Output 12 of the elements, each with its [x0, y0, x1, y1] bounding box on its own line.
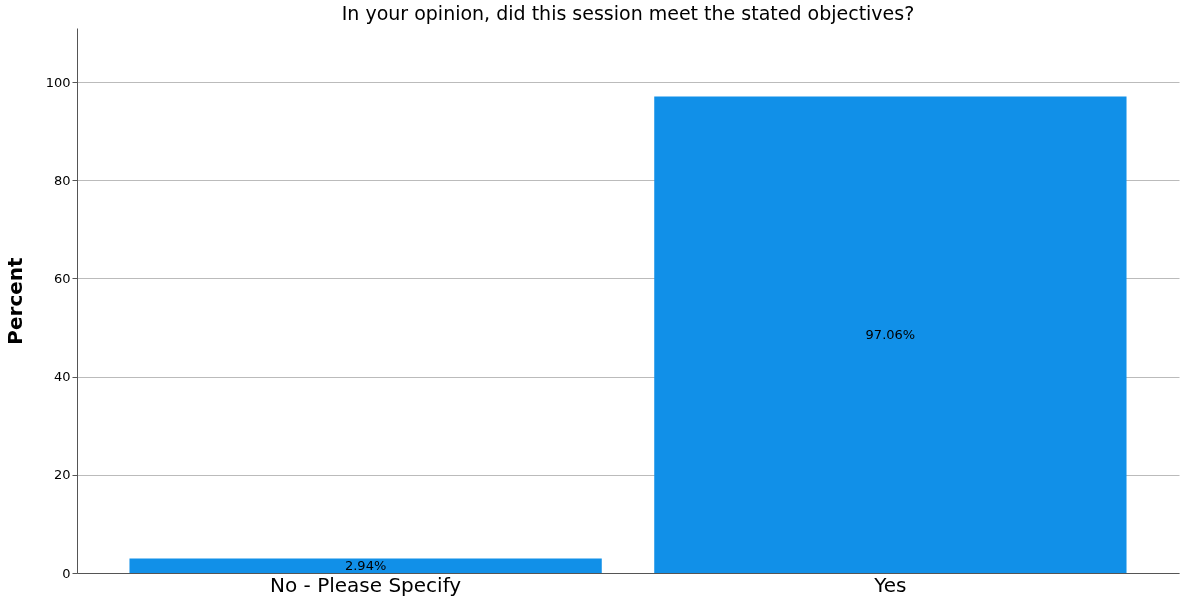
- y-tick-label: 20: [53, 467, 71, 483]
- chart-title: In your opinion, did this session meet the stated objectives?: [341, 2, 915, 24]
- data-label: 2.94%: [344, 557, 387, 573]
- x-tick-label: No - Please Specify: [270, 572, 462, 597]
- data-label: 97.06%: [865, 326, 916, 342]
- y-tick-label: 100: [45, 74, 71, 90]
- y-tick-label: 40: [53, 369, 71, 385]
- y-axis-title: Percent: [2, 256, 27, 345]
- y-tick-label: 60: [53, 270, 71, 286]
- x-tick-label: Yes: [873, 572, 907, 597]
- y-tick-label: 80: [53, 172, 71, 188]
- y-tick-label: 0: [62, 565, 71, 581]
